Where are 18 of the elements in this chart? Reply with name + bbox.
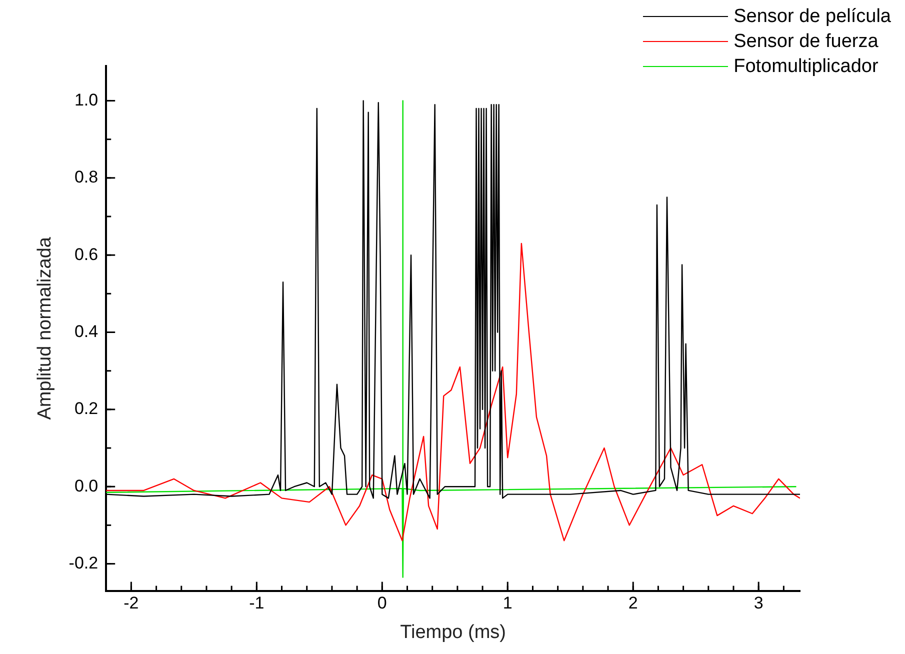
y-tick-label: 0.2 [74,399,98,418]
y-tick-label: -0.2 [68,553,98,572]
y-axis-title: Amplitud normalizada [34,236,56,420]
x-tick-label: 1 [502,594,512,613]
y-tick-label: 1.0 [74,90,98,110]
y-tick-label: 0.6 [74,244,98,264]
x-tick-label: 2 [628,594,638,613]
x-tick-label: 0 [377,594,387,613]
legend-label: Fotomultiplicador [734,56,878,78]
y-tick-label: 0.8 [74,168,98,187]
y-tick-label: 0.0 [74,476,98,496]
x-axis-title: Tiempo (ms) [400,622,506,643]
legend-label: Sensor de película [734,6,891,28]
legend-label: Sensor de fuerza [734,30,878,52]
x-tick-label: -1 [249,594,264,613]
x-tick-label: 3 [754,594,764,613]
x-tick-label: -2 [124,594,139,613]
y-tick-label: 0.4 [74,322,98,341]
